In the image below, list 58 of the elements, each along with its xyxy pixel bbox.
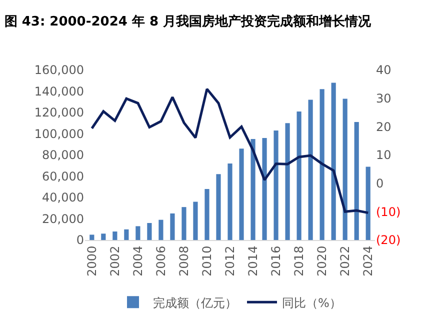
bar [331, 82, 336, 240]
y2-tick-label: (10) [376, 204, 401, 219]
x-tick-label: 2012 [222, 246, 237, 276]
line-series [90, 88, 370, 214]
bar [136, 226, 140, 240]
y-tick-label: 160,000 [34, 63, 84, 78]
x-tick-label: 2008 [176, 246, 191, 276]
y2-tick-label: 40 [376, 63, 392, 78]
bar [216, 174, 221, 240]
x-tick-label: 2018 [292, 246, 306, 276]
legend-label: 完成额（亿元） [153, 296, 237, 310]
x-tick-label: 2022 [338, 246, 352, 276]
y-tick-label: 60,000 [42, 169, 84, 184]
bar [193, 202, 198, 240]
bar [308, 100, 313, 240]
bar [90, 234, 94, 240]
y-tick-label: 120,000 [34, 106, 84, 120]
y2-tick-label: 30 [376, 92, 392, 106]
y-tick-label: 20,000 [42, 212, 84, 226]
bar [296, 111, 302, 240]
y-tick-label: 40,000 [42, 190, 84, 205]
y-tick-label: 80,000 [42, 148, 84, 162]
bar [354, 122, 359, 240]
y-tick-label: 0 [76, 233, 84, 248]
bar [274, 130, 278, 240]
bar [112, 232, 118, 240]
bar [147, 223, 152, 240]
y-tick-label: 100,000 [34, 126, 84, 141]
y2-tick-label: 20 [376, 120, 392, 134]
chart-title: 图 43: 2000-2024 年 8 月我国房地产投资完成额和增长情况 [4, 14, 372, 30]
bar [285, 123, 290, 240]
bar [228, 164, 232, 240]
y2-tick-label: (20) [376, 233, 401, 248]
x-tick-label: 2010 [200, 246, 214, 276]
bar [101, 234, 106, 240]
bar [366, 166, 370, 240]
bar [170, 213, 175, 240]
bar [239, 148, 244, 240]
y2-tick-label: 10 [376, 148, 392, 162]
bar [320, 89, 324, 240]
bar [262, 138, 267, 240]
bar [204, 189, 210, 240]
legend-label: 同比（%） [282, 296, 342, 310]
bar [124, 229, 129, 240]
x-tick-label: 2004 [130, 246, 145, 276]
x-tick-label: 2020 [314, 246, 329, 276]
bar [342, 98, 348, 240]
x-tick-label: 2016 [268, 246, 283, 276]
x-tick-label: 2014 [246, 246, 260, 276]
x-tick-label: 2000 [84, 246, 99, 276]
x-tick-label: 2024 [361, 246, 375, 276]
y2-tick-label: 0 [376, 176, 384, 191]
x-tick-label: 2002 [108, 246, 122, 276]
bar [158, 220, 164, 240]
bar [250, 139, 256, 240]
x-tick-label: 2006 [154, 246, 168, 276]
bar [182, 207, 186, 240]
y-tick-label: 140,000 [34, 84, 84, 98]
